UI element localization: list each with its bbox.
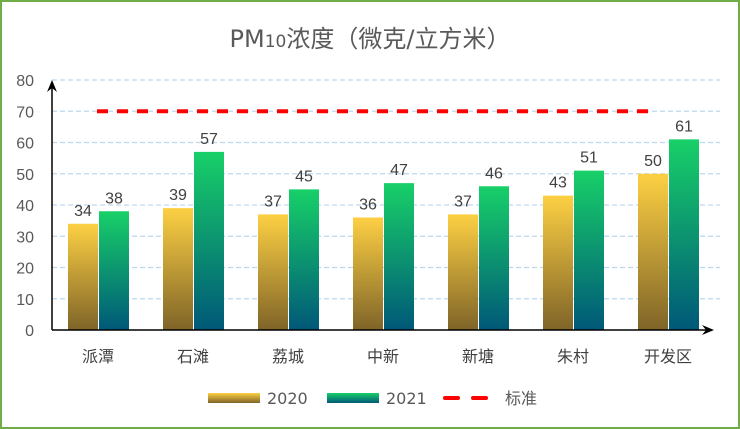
- bar-2020: [163, 208, 193, 330]
- y-tick-label: 50: [16, 167, 34, 184]
- data-label: 38: [105, 190, 123, 207]
- x-category-label: 朱村: [557, 347, 589, 366]
- bar-2021: [384, 183, 414, 330]
- bar-2021: [574, 170, 604, 330]
- data-label: 51: [580, 150, 598, 167]
- x-category-label: 中新: [367, 347, 399, 366]
- bar-2021: [669, 139, 699, 330]
- data-label: 36: [359, 197, 377, 214]
- bar-2021: [479, 186, 509, 330]
- data-label: 50: [644, 153, 662, 170]
- x-category-label: 派潭: [82, 347, 114, 366]
- bar-2020: [543, 195, 573, 330]
- bar-2020: [448, 214, 478, 330]
- x-category-label: 开发区: [644, 347, 692, 366]
- y-tick-label: 80: [16, 73, 34, 90]
- data-label: 47: [390, 162, 408, 179]
- bar-2020: [353, 217, 383, 330]
- data-label: 61: [675, 118, 693, 135]
- legend-swatch-2021: [327, 393, 379, 403]
- data-label: 43: [549, 175, 567, 192]
- x-category-label: 石滩: [177, 347, 209, 366]
- y-tick-label: 10: [16, 292, 34, 309]
- data-label: 45: [295, 168, 313, 185]
- y-tick-label: 40: [16, 198, 34, 215]
- bar-2021: [289, 189, 319, 330]
- legend-label: 2020: [267, 389, 308, 408]
- x-axis-arrow-icon: [702, 325, 714, 335]
- chart-title: PM10浓度（微克/立方米）: [230, 25, 511, 53]
- data-label: 34: [74, 203, 92, 220]
- data-label: 57: [200, 131, 218, 148]
- y-tick-label: 30: [16, 229, 34, 246]
- x-category-label: 荔城: [272, 347, 304, 366]
- bar-2021: [99, 211, 129, 330]
- bar-2020: [258, 214, 288, 330]
- data-label: 37: [454, 193, 472, 210]
- bar-2020: [638, 173, 668, 330]
- y-tick-label: 60: [16, 136, 34, 153]
- legend-label: 标准: [505, 389, 537, 408]
- data-label: 39: [169, 187, 187, 204]
- data-label: 46: [485, 165, 503, 182]
- y-axis-arrow-icon: [47, 80, 57, 92]
- data-label: 37: [264, 193, 282, 210]
- y-tick-label: 70: [16, 104, 34, 121]
- legend-swatch-2020: [208, 393, 260, 403]
- y-tick-label: 20: [16, 261, 34, 278]
- legend-label: 2021: [386, 389, 427, 408]
- bar-2021: [194, 151, 224, 330]
- y-tick-label: 0: [25, 323, 34, 340]
- bar-2020: [68, 223, 98, 330]
- x-category-label: 新塘: [462, 347, 494, 366]
